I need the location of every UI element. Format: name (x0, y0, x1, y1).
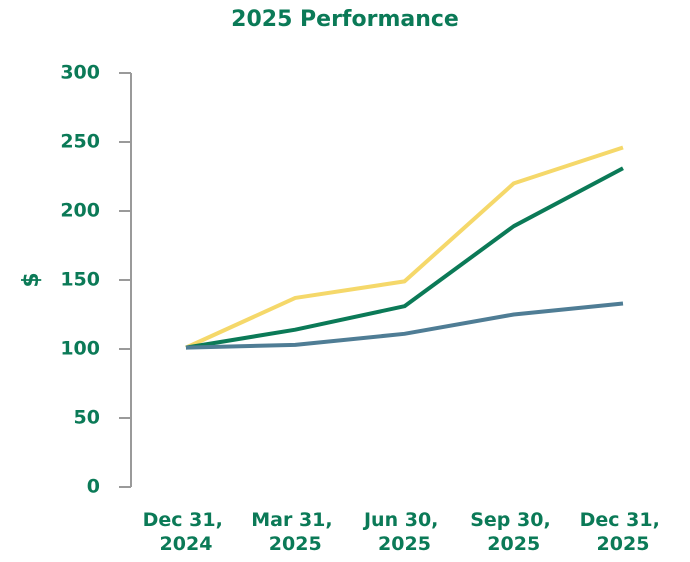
y-tick-label: 200 (60, 200, 100, 222)
y-tick-label: 150 (60, 269, 100, 291)
line (185, 145, 624, 350)
x-tick-label: Dec 31, 2024 (143, 509, 230, 555)
y-axis-label: $ (19, 272, 44, 287)
x-tick-label: Jun 30, 2025 (362, 509, 445, 555)
x-tick-label: Mar 31, 2025 (251, 509, 339, 555)
y-tick-label: 50 (74, 407, 100, 429)
y-tick-label: 250 (60, 131, 100, 153)
y-tick-label: 0 (87, 476, 100, 498)
line (185, 301, 624, 350)
y-tick-label: 100 (60, 338, 100, 360)
chart-title: 2025 Performance (231, 7, 459, 32)
y-tick-label: 300 (60, 62, 100, 84)
x-tick-label: Dec 31, 2025 (580, 509, 667, 555)
x-tick-label: Sep 30, 2025 (470, 509, 557, 555)
line (185, 166, 624, 350)
